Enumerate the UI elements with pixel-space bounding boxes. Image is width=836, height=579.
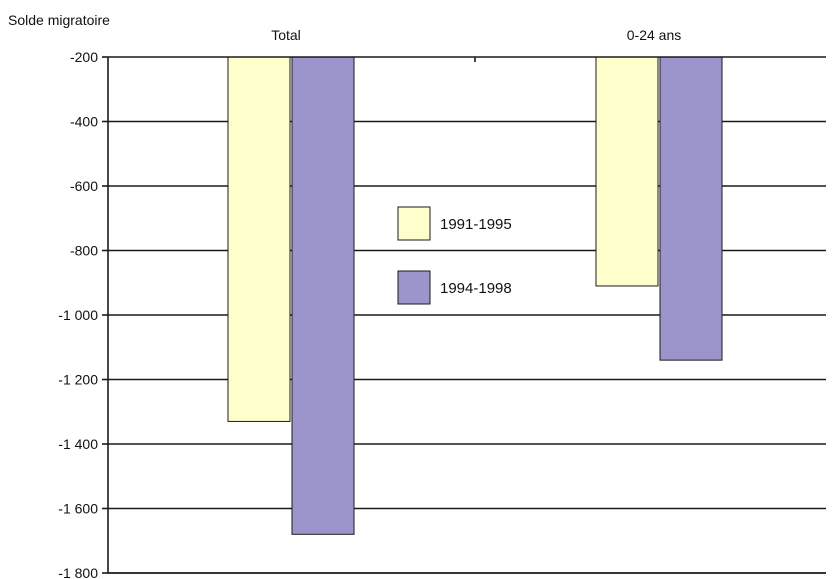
bars (227, 56, 723, 535)
category-label: 0-24 ans (627, 27, 681, 43)
legend-label: 1991-1995 (440, 216, 512, 233)
legend-swatch (397, 206, 431, 241)
y-tick-label: -800 (70, 243, 98, 259)
y-axis-title: Solde migratoire (8, 12, 110, 28)
axes (107, 56, 826, 574)
bar (227, 56, 291, 422)
bar (595, 56, 659, 287)
y-tick-label: -1 000 (58, 307, 98, 323)
y-tick-label: -400 (70, 114, 98, 130)
legend-label: 1994-1998 (440, 280, 512, 297)
legend: 1991-1995 1994-1998 (397, 206, 512, 305)
category-labels: Total 0-24 ans (271, 27, 681, 43)
bar (291, 56, 355, 535)
y-tick-label: -1 800 (58, 565, 98, 579)
category-label: Total (271, 27, 301, 43)
y-tick-label: -1 600 (58, 501, 98, 517)
y-tick-labels: -200 -400 -600 -800 -1 000 -1 200 -1 400 -1 600… (58, 49, 98, 579)
legend-swatch (397, 270, 431, 305)
bar (659, 56, 723, 361)
y-tick-label: -1 200 (58, 372, 98, 388)
y-tick-label: -600 (70, 178, 98, 194)
y-tick-label: -1 400 (58, 436, 98, 452)
y-tick-label: -200 (70, 49, 98, 65)
